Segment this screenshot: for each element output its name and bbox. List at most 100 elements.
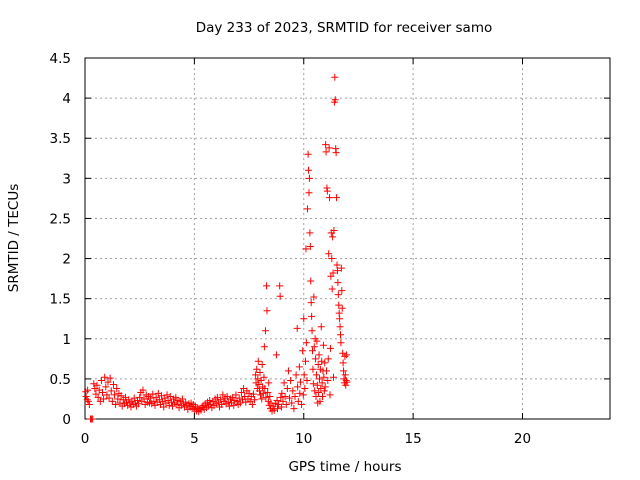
- data-point: [322, 141, 330, 149]
- data-point: [261, 385, 269, 393]
- data-point: [295, 363, 303, 371]
- data-point: [306, 229, 314, 237]
- data-point: [304, 150, 312, 158]
- data-point: [271, 400, 279, 408]
- data-point: [343, 351, 351, 359]
- data-point: [261, 327, 269, 335]
- data-point: [252, 371, 260, 379]
- data-point: [266, 393, 274, 401]
- data-point: [298, 401, 306, 409]
- data-point: [300, 371, 308, 379]
- data-point: [330, 226, 338, 234]
- data-point: [273, 397, 281, 405]
- data-points: [82, 73, 351, 423]
- data-point: [312, 371, 320, 379]
- y-tick-label: 1.5: [50, 292, 71, 308]
- y-tick-label: 4.5: [50, 51, 71, 67]
- data-point: [324, 376, 332, 384]
- data-point: [252, 379, 260, 387]
- data-point: [309, 380, 317, 388]
- data-point: [278, 389, 286, 397]
- data-point: [312, 355, 320, 363]
- data-point: [104, 378, 112, 386]
- data-point: [342, 376, 350, 384]
- y-tick-label: 2.5: [50, 211, 71, 227]
- data-point: [330, 373, 337, 381]
- x-tick-label: 5: [190, 431, 199, 447]
- data-point: [338, 304, 346, 312]
- data-point: [256, 368, 264, 376]
- data-point: [108, 397, 116, 405]
- data-point: [105, 394, 113, 402]
- x-axis-label: GPS time / hours: [288, 459, 401, 475]
- data-point: [256, 387, 264, 395]
- data-point: [333, 194, 341, 202]
- data-point: [256, 391, 264, 399]
- data-point: [262, 393, 270, 401]
- data-point: [296, 378, 304, 386]
- data-point: [324, 355, 332, 363]
- data-point: [340, 367, 348, 375]
- data-point: [307, 299, 315, 307]
- data-point: [232, 391, 240, 399]
- data-point: [321, 383, 329, 391]
- data-point: [113, 385, 121, 393]
- data-point: [235, 394, 243, 402]
- data-point: [136, 393, 144, 401]
- data-point: [338, 287, 346, 295]
- data-point: [178, 395, 186, 403]
- data-point: [114, 395, 122, 403]
- data-point: [274, 405, 281, 413]
- y-tick-label: 2: [62, 252, 71, 268]
- data-point: [255, 381, 263, 389]
- data-point: [260, 343, 268, 351]
- data-point: [309, 365, 317, 373]
- data-point: [316, 397, 324, 405]
- data-point: [337, 339, 345, 347]
- data-point: [263, 307, 271, 315]
- data-point: [270, 406, 278, 414]
- data-point: [102, 383, 110, 391]
- x-tick-label: 20: [514, 431, 531, 447]
- data-point: [310, 343, 318, 351]
- data-point: [93, 381, 101, 389]
- data-point: [258, 395, 266, 403]
- data-point: [316, 375, 323, 383]
- data-point: [341, 352, 349, 360]
- data-point: [280, 379, 288, 387]
- y-axis-label: SRMTID / TECUs: [6, 184, 22, 292]
- data-point: [111, 391, 119, 399]
- y-tick-label: 0.5: [50, 372, 71, 388]
- data-point: [257, 376, 265, 384]
- data-point: [287, 376, 295, 384]
- data-point: [292, 371, 300, 379]
- data-point: [84, 386, 92, 394]
- plot-frame: [84, 57, 611, 420]
- data-point: [337, 331, 344, 339]
- data-point: [326, 344, 334, 352]
- data-point: [149, 390, 157, 398]
- data-point: [289, 387, 297, 395]
- data-point: [160, 403, 168, 411]
- data-point: [308, 327, 316, 335]
- data-point: [307, 277, 315, 285]
- data-point: [106, 374, 114, 382]
- data-point: [305, 189, 313, 197]
- data-point: [302, 339, 310, 347]
- data-point: [326, 391, 334, 399]
- data-point: [107, 387, 115, 395]
- data-point: [217, 396, 225, 404]
- data-point: [265, 379, 273, 387]
- data-point: [325, 250, 333, 258]
- data-point: [291, 393, 299, 401]
- data-point: [284, 367, 292, 375]
- data-point: [309, 347, 316, 355]
- data-point: [288, 399, 296, 407]
- data-point: [260, 373, 268, 381]
- data-point: [283, 385, 291, 393]
- data-point: [311, 387, 319, 395]
- data-point: [281, 393, 289, 401]
- data-point: [251, 396, 259, 404]
- data-point: [264, 389, 272, 397]
